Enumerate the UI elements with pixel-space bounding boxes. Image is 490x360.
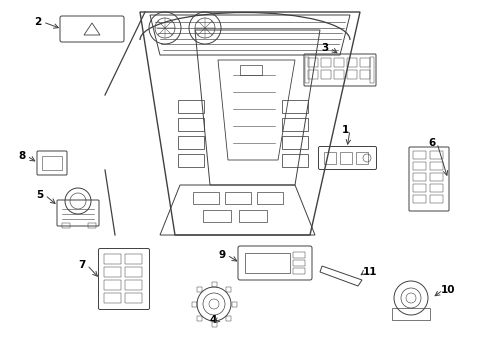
Bar — [192, 302, 196, 306]
Bar — [42, 156, 62, 170]
Bar — [178, 154, 204, 167]
Bar — [225, 287, 231, 292]
Bar — [282, 136, 308, 149]
Bar — [203, 210, 231, 222]
Bar — [308, 58, 318, 67]
Bar — [104, 254, 121, 264]
Bar — [430, 151, 443, 159]
Bar — [430, 173, 443, 181]
Bar — [413, 184, 426, 192]
Bar — [240, 65, 262, 75]
Bar — [370, 57, 374, 83]
Bar — [392, 308, 430, 320]
Bar — [430, 195, 443, 203]
Bar — [62, 223, 70, 228]
Bar — [293, 252, 305, 258]
Bar — [88, 223, 96, 228]
Bar — [293, 268, 305, 274]
Bar — [360, 58, 370, 67]
Text: 7: 7 — [78, 260, 86, 270]
Bar — [413, 151, 426, 159]
Bar — [324, 152, 336, 164]
Bar — [334, 70, 344, 79]
Bar — [178, 118, 204, 131]
Bar — [321, 70, 331, 79]
Bar — [430, 184, 443, 192]
Bar — [231, 302, 237, 306]
Bar — [193, 192, 219, 204]
Text: 8: 8 — [19, 151, 25, 161]
Bar — [239, 210, 267, 222]
Text: 3: 3 — [321, 43, 329, 53]
Bar — [125, 293, 142, 303]
Bar — [104, 293, 121, 303]
Bar — [282, 118, 308, 131]
Bar — [104, 280, 121, 290]
Bar — [356, 152, 368, 164]
Bar — [308, 70, 318, 79]
Bar — [197, 316, 202, 321]
Bar — [125, 280, 142, 290]
Bar — [125, 267, 142, 277]
Bar — [360, 70, 370, 79]
Bar — [430, 162, 443, 170]
Text: 9: 9 — [219, 250, 225, 260]
Bar — [104, 267, 121, 277]
Bar — [413, 162, 426, 170]
Text: 10: 10 — [441, 285, 455, 295]
Bar — [305, 57, 309, 83]
Text: 1: 1 — [342, 125, 348, 135]
Bar — [178, 136, 204, 149]
Bar — [282, 100, 308, 113]
Bar — [347, 70, 357, 79]
Bar — [225, 192, 251, 204]
Bar — [321, 58, 331, 67]
Text: 2: 2 — [34, 17, 42, 27]
Bar — [334, 58, 344, 67]
Text: 6: 6 — [428, 138, 436, 148]
Bar — [413, 195, 426, 203]
Bar — [347, 58, 357, 67]
Bar — [340, 152, 352, 164]
Bar — [212, 282, 217, 287]
Bar — [413, 173, 426, 181]
Bar — [125, 254, 142, 264]
Bar — [257, 192, 283, 204]
Text: 11: 11 — [363, 267, 377, 277]
Text: 5: 5 — [36, 190, 44, 200]
Bar — [225, 316, 231, 321]
Bar — [178, 100, 204, 113]
Bar — [293, 260, 305, 266]
Bar — [197, 287, 202, 292]
Text: 4: 4 — [209, 315, 217, 325]
Bar — [282, 154, 308, 167]
Bar — [245, 253, 290, 273]
Bar — [212, 321, 217, 327]
